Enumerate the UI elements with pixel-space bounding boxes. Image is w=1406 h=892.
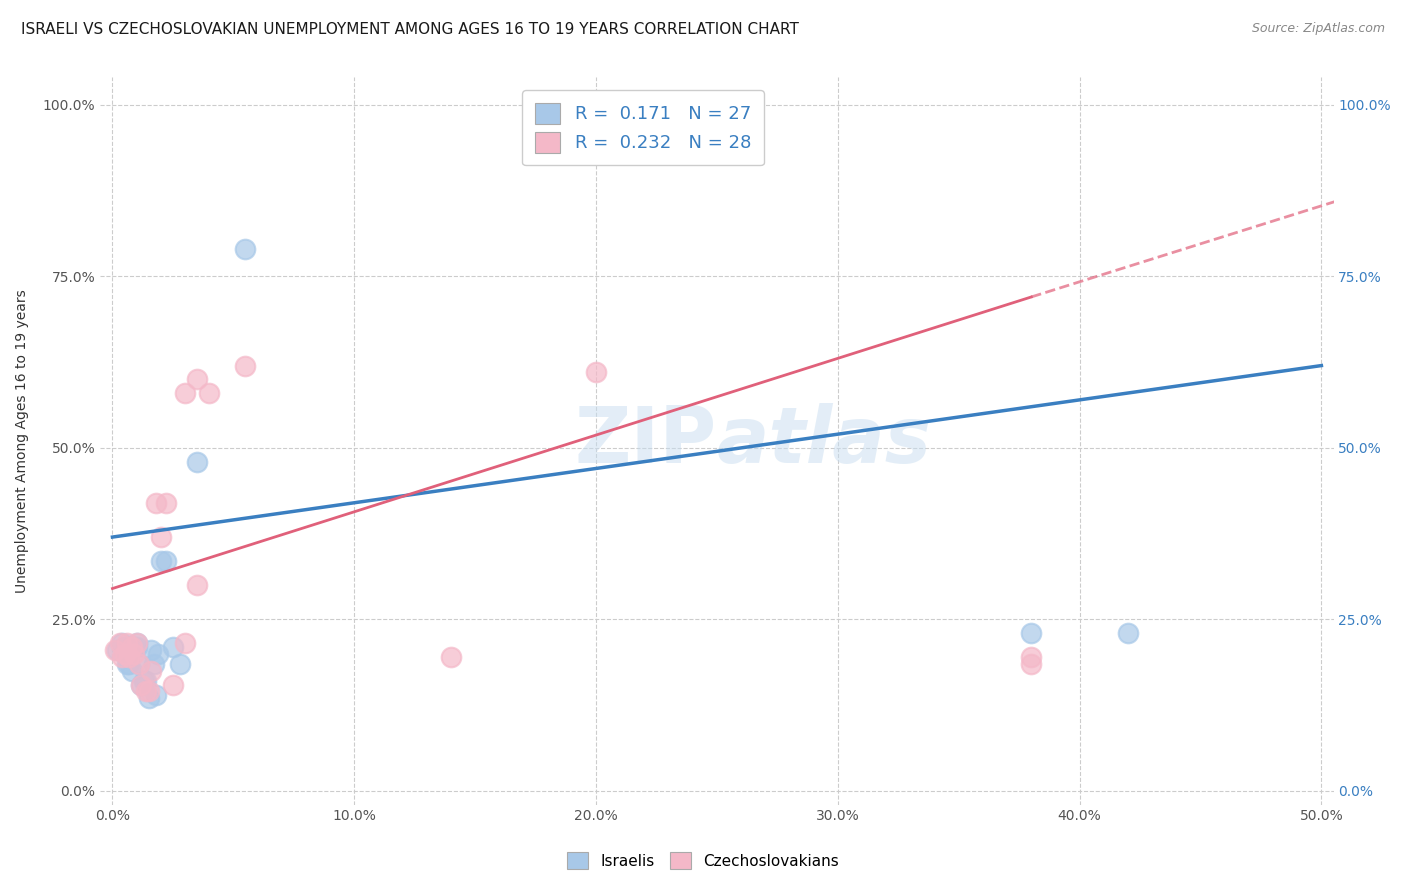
- Text: atlas: atlas: [717, 403, 932, 479]
- Point: [114, 640, 136, 654]
- Point: [162, 640, 184, 654]
- Point: [174, 636, 197, 650]
- Point: [111, 636, 134, 650]
- Point: [108, 636, 131, 650]
- Point: [131, 677, 153, 691]
- Point: [155, 496, 177, 510]
- Point: [125, 636, 148, 650]
- Point: [155, 554, 177, 568]
- Point: [132, 674, 155, 689]
- Point: [186, 578, 208, 592]
- Point: [121, 640, 143, 654]
- Point: [138, 684, 160, 698]
- Point: [145, 688, 167, 702]
- Legend: Israelis, Czechoslovakians: Israelis, Czechoslovakians: [561, 846, 845, 875]
- Point: [149, 530, 172, 544]
- Point: [1019, 650, 1042, 665]
- Point: [118, 657, 141, 671]
- Point: [111, 650, 134, 665]
- Point: [148, 647, 170, 661]
- Point: [115, 647, 138, 661]
- Text: Source: ZipAtlas.com: Source: ZipAtlas.com: [1251, 22, 1385, 36]
- Text: ZIP: ZIP: [575, 403, 717, 479]
- Point: [142, 657, 165, 671]
- Point: [235, 242, 257, 256]
- Point: [135, 684, 157, 698]
- Point: [121, 664, 143, 678]
- Legend: R =  0.171   N = 27, R =  0.232   N = 28: R = 0.171 N = 27, R = 0.232 N = 28: [522, 90, 763, 165]
- Point: [122, 647, 145, 661]
- Point: [115, 636, 138, 650]
- Point: [138, 691, 160, 706]
- Point: [162, 677, 184, 691]
- Point: [128, 657, 150, 671]
- Point: [440, 650, 463, 665]
- Point: [149, 554, 172, 568]
- Point: [186, 454, 208, 468]
- Point: [141, 643, 163, 657]
- Point: [1019, 657, 1042, 671]
- Point: [585, 366, 607, 380]
- Point: [131, 677, 153, 691]
- Point: [104, 643, 127, 657]
- Point: [174, 386, 197, 401]
- Point: [169, 657, 191, 671]
- Point: [235, 359, 257, 373]
- Point: [115, 657, 138, 671]
- Point: [114, 647, 136, 661]
- Point: [125, 636, 148, 650]
- Y-axis label: Unemployment Among Ages 16 to 19 years: Unemployment Among Ages 16 to 19 years: [15, 289, 30, 593]
- Point: [186, 372, 208, 386]
- Point: [1116, 626, 1139, 640]
- Point: [198, 386, 221, 401]
- Point: [125, 640, 148, 654]
- Point: [145, 496, 167, 510]
- Text: ISRAELI VS CZECHOSLOVAKIAN UNEMPLOYMENT AMONG AGES 16 TO 19 YEARS CORRELATION CH: ISRAELI VS CZECHOSLOVAKIAN UNEMPLOYMENT …: [21, 22, 799, 37]
- Point: [1019, 626, 1042, 640]
- Point: [135, 674, 157, 689]
- Point: [128, 657, 150, 671]
- Point: [122, 640, 145, 654]
- Point: [141, 664, 163, 678]
- Point: [118, 650, 141, 665]
- Point: [105, 643, 128, 657]
